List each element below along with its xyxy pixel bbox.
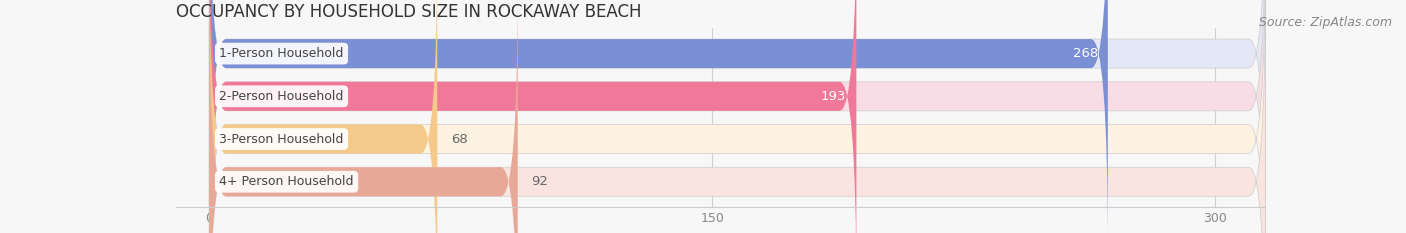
FancyBboxPatch shape	[209, 0, 437, 233]
Text: 92: 92	[531, 175, 548, 188]
FancyBboxPatch shape	[209, 0, 1265, 233]
FancyBboxPatch shape	[209, 0, 1265, 233]
Text: 268: 268	[1073, 47, 1098, 60]
Text: Source: ZipAtlas.com: Source: ZipAtlas.com	[1258, 16, 1392, 29]
Text: 193: 193	[821, 90, 846, 103]
FancyBboxPatch shape	[209, 0, 1265, 233]
FancyBboxPatch shape	[209, 0, 856, 233]
FancyBboxPatch shape	[209, 0, 1108, 233]
Text: 68: 68	[451, 133, 467, 146]
Text: 3-Person Household: 3-Person Household	[219, 133, 343, 146]
Text: OCCUPANCY BY HOUSEHOLD SIZE IN ROCKAWAY BEACH: OCCUPANCY BY HOUSEHOLD SIZE IN ROCKAWAY …	[176, 3, 641, 21]
FancyBboxPatch shape	[209, 0, 1265, 233]
Text: 1-Person Household: 1-Person Household	[219, 47, 343, 60]
Text: 2-Person Household: 2-Person Household	[219, 90, 343, 103]
Text: 4+ Person Household: 4+ Person Household	[219, 175, 354, 188]
FancyBboxPatch shape	[209, 0, 517, 233]
